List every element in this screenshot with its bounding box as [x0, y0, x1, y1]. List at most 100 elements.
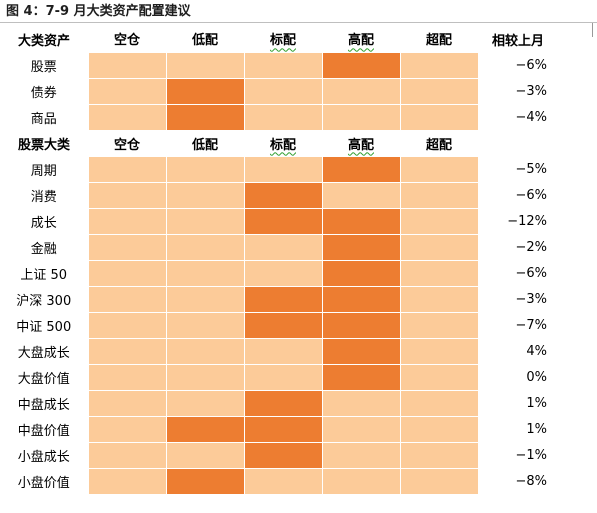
allocation-cell	[399, 389, 479, 417]
allocation-cell	[243, 155, 323, 183]
allocation-cell	[321, 77, 401, 105]
allocation-cell-active	[243, 207, 323, 235]
allocation-cell	[87, 259, 167, 287]
allocation-cell	[87, 181, 167, 209]
allocation-cell	[87, 441, 167, 469]
allocation-cell	[321, 415, 401, 443]
allocation-cell	[87, 363, 167, 391]
allocation-cell-active	[165, 415, 245, 443]
allocation-cell	[243, 363, 323, 391]
table-row: 小盘价值 −8%	[0, 467, 597, 495]
change-value: −3%	[515, 83, 547, 99]
row-label: 成长	[30, 215, 57, 231]
table-row: 股票 −6%	[0, 51, 597, 79]
allocation-cell	[165, 285, 245, 313]
level-header-standard-text: 标配	[269, 33, 296, 49]
row-label: 中盘价值	[17, 423, 70, 439]
change-value: −3%	[515, 291, 547, 307]
change-value: −6%	[515, 187, 547, 203]
allocation-cell	[87, 467, 167, 495]
allocation-cell	[87, 155, 167, 183]
allocation-table: 大类资产 空仓 低配 标配 高配 超配 相较上月 股票 −6% 债券 −3% 商品 −4%…	[0, 26, 597, 495]
row-label: 大盘价值	[17, 371, 70, 387]
allocation-cell	[165, 51, 245, 79]
allocation-cell	[321, 181, 401, 209]
allocation-cell-active	[243, 181, 323, 209]
table-row: 中证 500 −7%	[0, 311, 597, 339]
allocation-cell	[399, 415, 479, 443]
row-label: 消费	[30, 189, 57, 205]
allocation-cell	[399, 259, 479, 287]
table-row: 中盘价值 1%	[0, 415, 597, 443]
allocation-cell	[321, 389, 401, 417]
allocation-cell-active	[321, 285, 401, 313]
change-value: −2%	[515, 239, 547, 255]
level-header-high: 高配	[322, 26, 400, 52]
table-row: 上证 50 −6%	[0, 259, 597, 287]
level-header-standard-2-text: 标配	[269, 137, 296, 153]
allocation-cell	[165, 389, 245, 417]
allocation-cell	[87, 103, 167, 131]
row-label: 股票	[30, 59, 57, 75]
allocation-cell	[243, 259, 323, 287]
allocation-cell	[399, 285, 479, 313]
table-row: 小盘成长 −1%	[0, 441, 597, 469]
allocation-cell	[321, 103, 401, 131]
table-row: 债券 −3%	[0, 77, 597, 105]
allocation-cell	[243, 77, 323, 105]
section1-header-label: 大类资产	[17, 33, 70, 49]
change-value: 1%	[526, 395, 547, 411]
allocation-cell	[87, 51, 167, 79]
allocation-cell	[87, 207, 167, 235]
change-value: −5%	[515, 161, 547, 177]
allocation-cell	[399, 337, 479, 365]
allocation-cell	[399, 77, 479, 105]
allocation-cell-active	[165, 77, 245, 105]
allocation-cell-active	[243, 415, 323, 443]
row-label: 金融	[30, 241, 57, 257]
figure-title: 图 4：7-9 月大类资产配置建议	[6, 4, 191, 19]
level-header-empty: 空仓	[113, 33, 140, 49]
allocation-cell	[87, 233, 167, 261]
allocation-cell-active	[321, 311, 401, 339]
allocation-cell-active	[321, 51, 401, 79]
allocation-cell	[87, 389, 167, 417]
change-value: 0%	[526, 369, 547, 385]
level-header-over-2: 超配	[425, 137, 452, 153]
level-header-standard: 标配	[244, 26, 322, 52]
allocation-cell	[165, 181, 245, 209]
allocation-cell	[165, 337, 245, 365]
allocation-cell	[243, 233, 323, 261]
section1-header-row: 大类资产 空仓 低配 标配 高配 超配 相较上月	[0, 26, 597, 52]
allocation-cell	[399, 311, 479, 339]
allocation-cell-active	[321, 259, 401, 287]
change-value: −4%	[515, 109, 547, 125]
allocation-cell	[399, 233, 479, 261]
allocation-cell	[243, 337, 323, 365]
allocation-cell	[399, 207, 479, 235]
allocation-cell	[399, 441, 479, 469]
level-header-over: 超配	[425, 33, 452, 49]
level-header-high-2-text: 高配	[347, 137, 374, 153]
table-row: 成长 −12%	[0, 207, 597, 235]
table-row: 商品 −4%	[0, 103, 597, 131]
row-label: 商品	[30, 111, 57, 127]
allocation-cell-active	[243, 441, 323, 469]
change-value: −8%	[515, 473, 547, 489]
allocation-cell	[165, 207, 245, 235]
allocation-cell-active	[321, 337, 401, 365]
level-header-high-2: 高配	[322, 130, 400, 156]
allocation-cell	[165, 233, 245, 261]
row-label: 小盘成长	[17, 449, 70, 465]
allocation-cell	[321, 467, 401, 495]
table-row: 大盘价值 0%	[0, 363, 597, 391]
allocation-cell-active	[321, 207, 401, 235]
allocation-cell	[399, 363, 479, 391]
row-label: 中证 500	[16, 319, 72, 335]
change-value: 1%	[526, 421, 547, 437]
allocation-cell	[87, 337, 167, 365]
allocation-cell	[243, 467, 323, 495]
allocation-cell	[87, 311, 167, 339]
allocation-cell	[243, 103, 323, 131]
allocation-cell	[87, 285, 167, 313]
